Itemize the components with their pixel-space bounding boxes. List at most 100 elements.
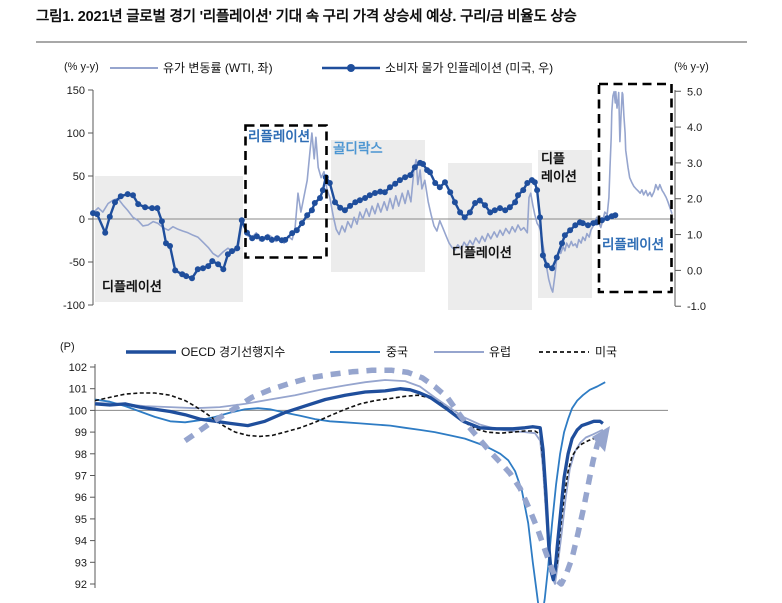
- bottom-tick-label: 101: [69, 384, 87, 396]
- bottom-axis-unit: (P): [60, 341, 75, 353]
- bottom-tick-label: 95: [75, 514, 87, 526]
- legend-europe-label: 유럽: [489, 345, 511, 359]
- bottom-tick-label: 92: [75, 579, 87, 591]
- cpi-marker: [209, 258, 216, 265]
- cpi-marker: [572, 222, 579, 229]
- cpi-marker: [447, 189, 454, 196]
- cpi-marker: [200, 265, 206, 272]
- cpi-marker: [472, 200, 479, 206]
- cpi-marker: [436, 184, 443, 191]
- cpi-marker: [268, 236, 275, 243]
- cpi-marker: [293, 227, 300, 234]
- top-left-tick-label: 0: [79, 214, 85, 226]
- cpi-marker: [461, 214, 468, 221]
- bottom-chart-background: 102 101 100 99 98 97 96 95 94 93 92: [69, 362, 668, 591]
- cpi-marker: [476, 197, 483, 204]
- reflation-box-2: [597, 82, 673, 294]
- cpi-marker: [539, 252, 546, 259]
- china-cli-line: [94, 381, 606, 603]
- cpi-marker: [392, 180, 399, 187]
- top-chart-series: [90, 90, 673, 293]
- cpi-marker: [224, 251, 231, 258]
- cpi-marker: [482, 202, 488, 209]
- cpi-marker: [249, 235, 256, 242]
- cpi-marker: [549, 265, 556, 272]
- cpi-marker: [220, 266, 227, 273]
- bottom-chart-annotations: [592, 426, 610, 452]
- cpi-marker: [282, 236, 289, 243]
- cpi-marker: [149, 205, 156, 212]
- cpi-marker: [299, 220, 305, 227]
- top-right-tick-label: 0.0: [687, 265, 702, 277]
- cpi-marker: [253, 233, 260, 240]
- cpi-marker: [442, 179, 448, 186]
- cpi-marker: [451, 199, 458, 206]
- cpi-marker: [205, 263, 212, 270]
- top-right-tick-label: 5.0: [687, 86, 702, 98]
- legend-cpi-marker-sample: [347, 64, 355, 72]
- oecd-cli-line: [94, 387, 604, 582]
- cpi-marker: [372, 190, 378, 196]
- cpi-marker: [229, 248, 235, 255]
- cpi-marker: [432, 180, 439, 186]
- cpi-marker: [537, 214, 543, 221]
- cpi-marker: [387, 184, 393, 191]
- top-left-tick-label: 150: [67, 85, 85, 97]
- cpi-marker: [194, 266, 201, 273]
- top-left-axis-unit: (% y-y): [64, 61, 99, 73]
- annotation-deflation-1: 디플레이션: [102, 279, 162, 294]
- cpi-marker: [289, 230, 296, 237]
- cpi-marker: [553, 254, 560, 261]
- top-left-tick-label: -100: [63, 300, 85, 312]
- cpi-marker: [604, 215, 611, 222]
- cpi-marker: [304, 212, 311, 219]
- cpi-marker: [524, 180, 531, 186]
- cpi-marker: [341, 207, 348, 214]
- bottom-tick-label: 98: [75, 449, 87, 461]
- annotation-deflation-3-line2: 레이션: [541, 169, 577, 184]
- us-cpi-markers: [90, 159, 619, 282]
- bottom-chart-series: [94, 367, 606, 603]
- cpi-marker: [215, 261, 222, 268]
- cpi-marker: [308, 207, 315, 214]
- cpi-marker: [154, 205, 161, 212]
- cpi-marker: [311, 200, 318, 206]
- cpi-marker: [362, 195, 369, 201]
- cpi-marker: [515, 192, 521, 199]
- cycle-arrowhead-icon: [592, 426, 610, 452]
- cpi-marker: [238, 217, 245, 224]
- bottom-tick-label: 93: [75, 557, 87, 569]
- bottom-tick-label: 102: [69, 362, 87, 374]
- top-right-tick-label: 1.0: [687, 230, 702, 242]
- cpi-marker: [427, 169, 433, 176]
- figure-title: 그림1. 2021년 글로벌 경기 '리플레이션' 기대 속 구리 가격 상승세…: [36, 9, 577, 25]
- cpi-marker: [167, 243, 173, 249]
- legend-oecd-label: OECD 경기선행지수: [181, 344, 285, 359]
- bottom-tick-label: 94: [75, 536, 87, 548]
- cpi-marker: [612, 212, 619, 219]
- legend-china-label: 중국: [386, 345, 408, 359]
- legend-us-label: 미국: [595, 345, 617, 359]
- cpi-marker: [381, 189, 388, 196]
- annotation-reflation-1: 리플레이션: [248, 128, 310, 144]
- cpi-marker: [506, 204, 513, 211]
- top-right-tick-label: -1.0: [687, 301, 706, 313]
- cpi-marker: [189, 275, 195, 282]
- cpi-marker: [259, 235, 266, 242]
- cpi-marker: [135, 201, 142, 208]
- cpi-marker: [356, 197, 363, 204]
- cpi-marker: [497, 205, 503, 212]
- top-left-tick-label: -50: [69, 257, 85, 269]
- legend-cpi-label: 소비자 물가 인플레이션 (미국, 우): [385, 61, 553, 75]
- cpi-marker: [337, 204, 344, 211]
- cpi-marker: [407, 172, 414, 179]
- cpi-marker: [534, 187, 541, 194]
- cpi-marker: [487, 209, 494, 216]
- top-chart-legend: (% y-y) (% y-y) 유가 변동률 (WTI, 좌) 소비자 물가 인…: [64, 61, 709, 75]
- cpi-marker: [457, 209, 464, 216]
- cpi-marker: [531, 179, 538, 186]
- cpi-marker: [347, 202, 354, 209]
- bottom-tick-label: 96: [75, 492, 87, 504]
